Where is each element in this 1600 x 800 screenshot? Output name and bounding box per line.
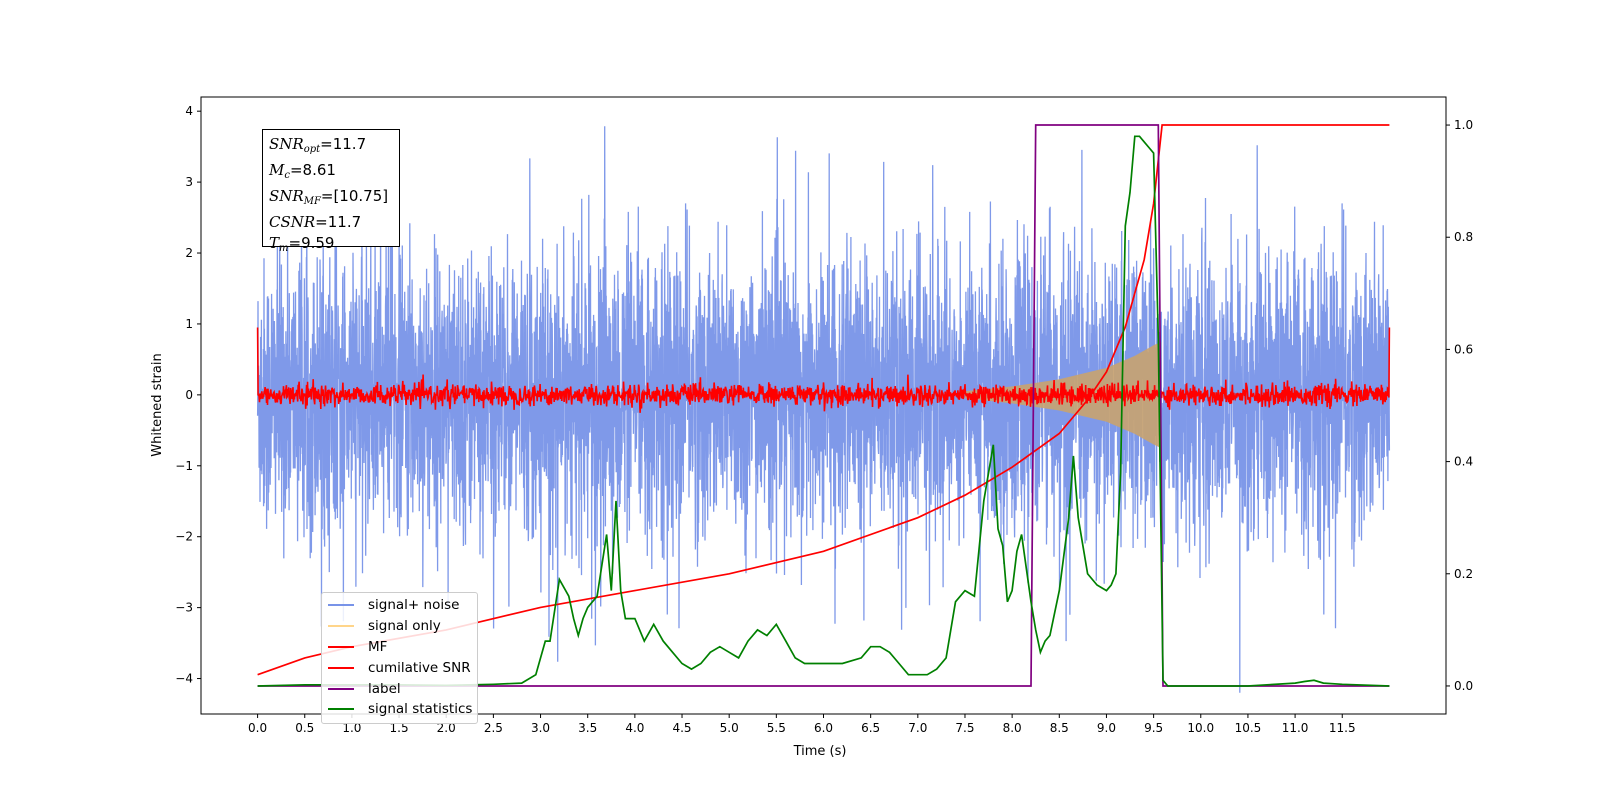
axes: 0.0 0.5 1.0 1.5 2.0 2.5 3.0 3.5 4.0 4.5 5.0 5.5 6.0 6… bbox=[175, 104, 1473, 735]
y-tick-label: 4 bbox=[185, 104, 193, 118]
annotation-csnr: CSNR=11.7 bbox=[269, 213, 362, 231]
legend-item-signal-noise: signal+ noise bbox=[328, 595, 477, 616]
x-tick-label: 7.0 bbox=[908, 721, 927, 735]
series-mf bbox=[256, 327, 1391, 413]
y-tick-label: 0 bbox=[185, 388, 193, 402]
x-tick-label: 1.0 bbox=[342, 721, 361, 735]
y-tick-label: −4 bbox=[175, 672, 193, 686]
y-tick-label: −3 bbox=[175, 601, 193, 615]
x-tick-label: 3.5 bbox=[578, 721, 597, 735]
x-tick-label: 10.0 bbox=[1187, 721, 1214, 735]
x-tick-label: 2.0 bbox=[437, 721, 456, 735]
x-tick-label: 9.5 bbox=[1144, 721, 1163, 735]
legend-swatch bbox=[328, 604, 354, 607]
legend-label: cumilative SNR bbox=[368, 659, 471, 676]
legend-swatch bbox=[328, 708, 354, 711]
x-tick-label: 11.5 bbox=[1329, 721, 1356, 735]
annotation-snr-mf: SNRMF=[10.75] bbox=[269, 187, 389, 207]
x-axis-label: Time (s) bbox=[793, 744, 847, 759]
series-signal-statistics bbox=[257, 135, 1390, 687]
legend-label: label bbox=[368, 680, 401, 697]
x-tick-label: 6.5 bbox=[861, 721, 880, 735]
legend-item-signal-only: signal only bbox=[328, 616, 477, 637]
x-tick-label: 5.5 bbox=[767, 721, 786, 735]
legend-item-signal-statistics: signal statistics bbox=[328, 699, 477, 720]
y2-tick-label: 0.6 bbox=[1454, 342, 1473, 356]
x-tick-label: 3.0 bbox=[531, 721, 550, 735]
x-tick-label: 8.5 bbox=[1050, 721, 1069, 735]
x-tick-label: 5.0 bbox=[720, 721, 739, 735]
legend-label: signal+ noise bbox=[368, 597, 460, 614]
y2-tick-label: 0.0 bbox=[1454, 679, 1473, 693]
legend-swatch bbox=[328, 645, 354, 648]
legend-label: MF bbox=[368, 638, 388, 655]
x-tick-label: 10.5 bbox=[1235, 721, 1262, 735]
x-tick-label: 4.0 bbox=[625, 721, 644, 735]
y-tick-label: −1 bbox=[175, 459, 193, 473]
y-axis-label: Whitened strain bbox=[150, 353, 165, 456]
annotation-box: SNRopt=11.7 Mc=8.61 SNRMF=[10.75] CSNR=1… bbox=[262, 129, 400, 254]
legend-item-cumulative-snr: cumilative SNR bbox=[328, 657, 477, 678]
x-tick-label: 0.5 bbox=[295, 721, 314, 735]
x-tick-label: 2.5 bbox=[484, 721, 503, 735]
y-tick-label: 3 bbox=[185, 175, 193, 189]
legend: signal+ noise signal only MF cumilative … bbox=[321, 592, 478, 724]
y2-tick-label: 1.0 bbox=[1454, 118, 1473, 132]
y-tick-label: 2 bbox=[185, 246, 193, 260]
annotation-tm: Tm=9.59 bbox=[269, 234, 335, 254]
x-tick-label: 7.5 bbox=[955, 721, 974, 735]
legend-swatch bbox=[328, 625, 354, 628]
x-tick-label: 0.0 bbox=[248, 721, 267, 735]
y2-tick-label: 0.8 bbox=[1454, 230, 1473, 244]
y2-tick-label: 0.4 bbox=[1454, 455, 1473, 469]
legend-item-mf: MF bbox=[328, 637, 477, 658]
legend-swatch bbox=[328, 687, 354, 690]
annotation-snr-opt: SNRopt=11.7 bbox=[269, 135, 367, 155]
y-tick-label: −2 bbox=[175, 530, 193, 544]
legend-label: signal statistics bbox=[368, 701, 473, 718]
x-tick-label: 8.0 bbox=[1003, 721, 1022, 735]
legend-swatch bbox=[328, 666, 354, 669]
x-tick-label: 4.5 bbox=[672, 721, 691, 735]
x-tick-label: 9.0 bbox=[1097, 721, 1116, 735]
y2-tick-label: 0.2 bbox=[1454, 567, 1473, 581]
x-tick-label: 11.0 bbox=[1282, 721, 1309, 735]
y-tick-label: 1 bbox=[185, 317, 193, 331]
x-tick-label: 6.0 bbox=[814, 721, 833, 735]
legend-item-label: label bbox=[328, 678, 477, 699]
x-tick-label: 1.5 bbox=[390, 721, 409, 735]
annotation-mc: Mc=8.61 bbox=[269, 161, 336, 181]
legend-label: signal only bbox=[368, 618, 441, 635]
